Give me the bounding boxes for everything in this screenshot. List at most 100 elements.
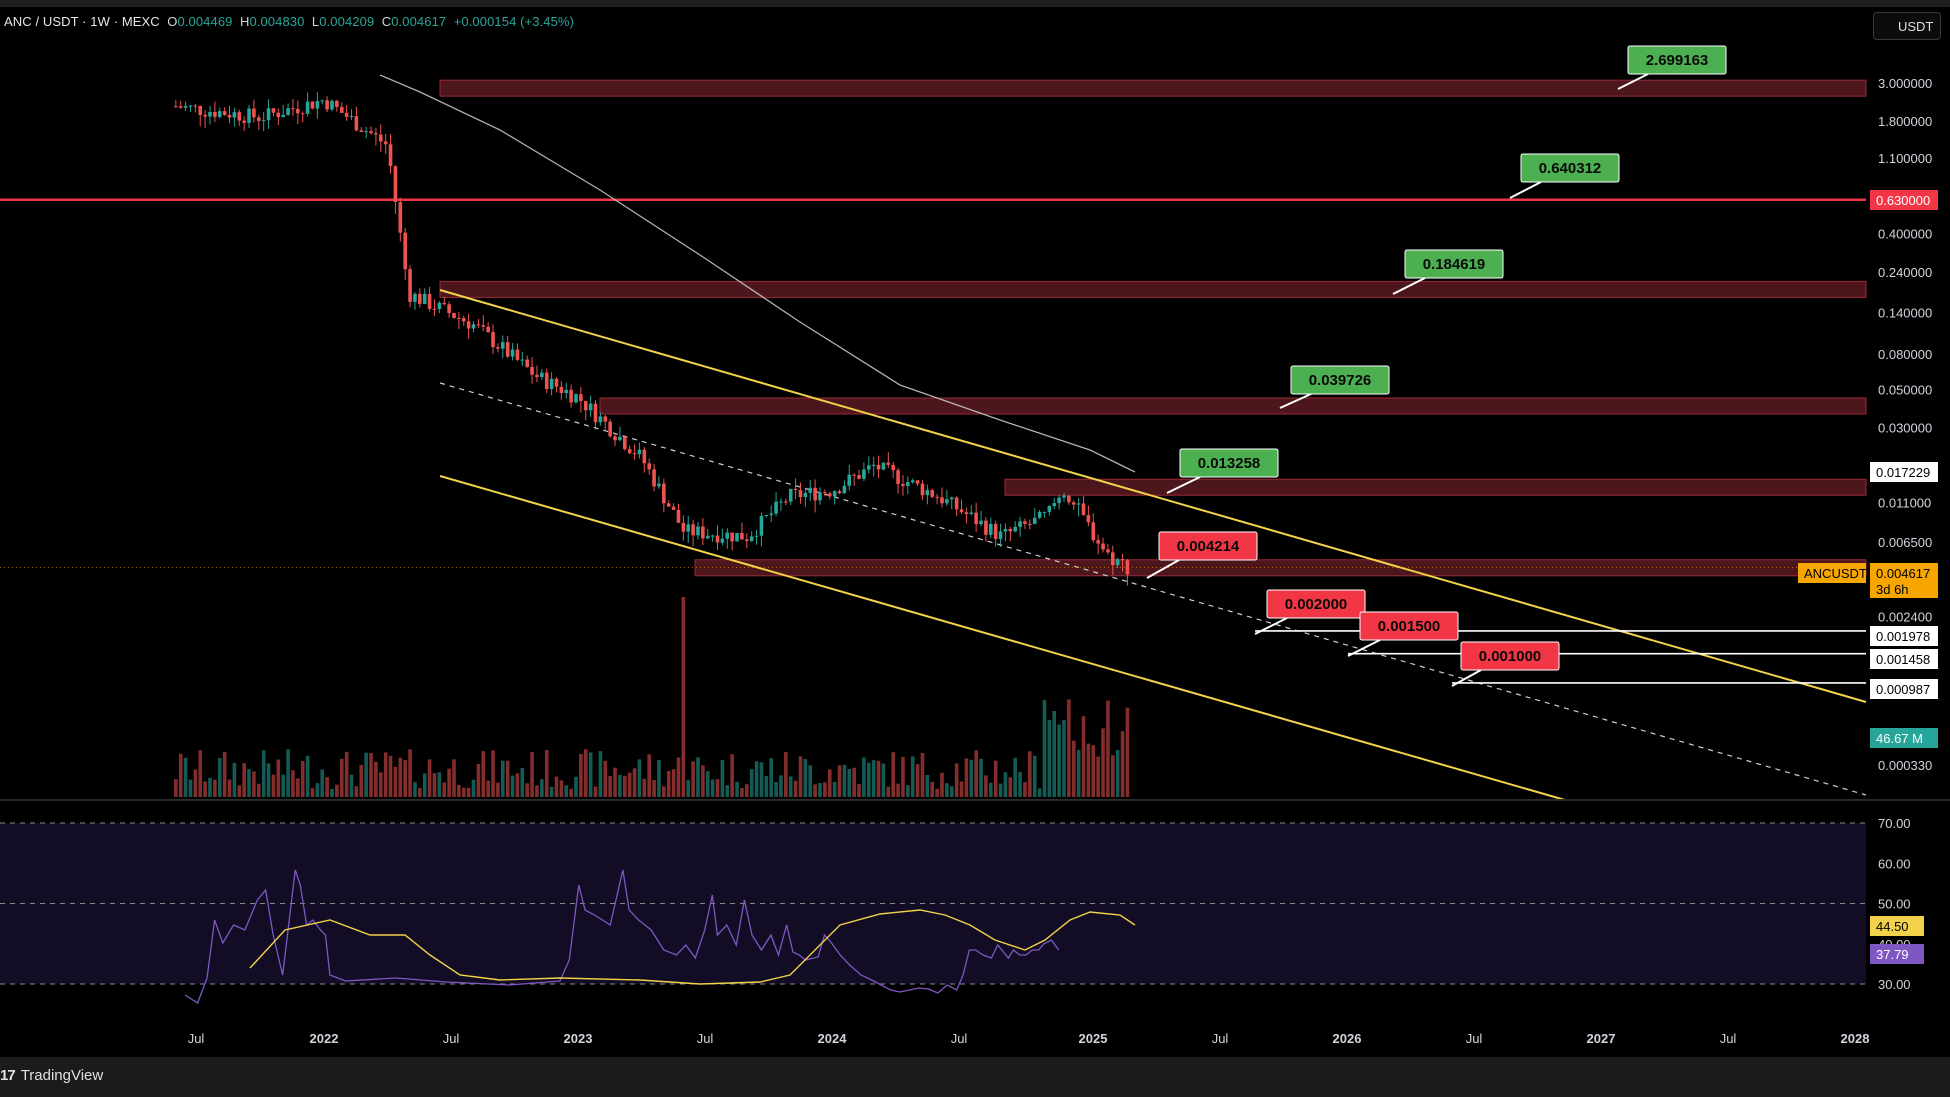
volume-bar — [310, 788, 315, 797]
target-up-label: 0.039726 — [1309, 372, 1372, 389]
candle-body — [808, 487, 813, 493]
symbol-label[interactable]: ANC / USDT · 1W · MEXC — [4, 14, 160, 29]
volume-bar — [1042, 699, 1047, 797]
volume-bar — [837, 765, 842, 797]
volume-bar — [735, 781, 739, 797]
candle-body — [178, 106, 183, 108]
candle-body — [1052, 503, 1057, 507]
close-label: C — [381, 14, 392, 29]
volume-bar — [486, 780, 490, 797]
currency-button[interactable]: USDT — [1873, 12, 1941, 40]
volume-bar — [247, 769, 251, 797]
candle-body — [710, 535, 715, 537]
volume-bar — [784, 752, 788, 797]
candle-body — [296, 108, 300, 114]
volume-bar — [427, 759, 432, 797]
volume-bar — [232, 762, 237, 797]
volume-bar — [1125, 707, 1130, 797]
target-down-pointer — [1451, 669, 1482, 687]
candle-body — [256, 117, 261, 121]
candle-body — [1037, 511, 1042, 518]
target-up-pointer — [1509, 181, 1542, 199]
candle-body — [935, 496, 939, 498]
volume-bar — [1028, 751, 1032, 797]
volume-bar — [993, 760, 998, 797]
candle-body — [1008, 528, 1013, 532]
candle-body — [1120, 559, 1125, 561]
candle-body — [676, 509, 681, 523]
candle-body — [476, 324, 481, 326]
volume-bar — [720, 760, 725, 797]
candle-body — [544, 372, 549, 390]
candle-body — [705, 535, 710, 539]
tradingview-logo[interactable]: 17 TradingView — [0, 1067, 103, 1084]
candle-body — [242, 120, 246, 123]
volume-bar — [652, 780, 656, 797]
candle-body — [471, 324, 476, 329]
volume-bar — [564, 785, 569, 797]
candle-body — [188, 105, 193, 107]
volume-bar — [618, 774, 622, 797]
volume-bar — [476, 763, 481, 797]
target-up-pointer — [1166, 476, 1201, 494]
candle-body — [393, 166, 398, 202]
volume-bar — [388, 755, 393, 797]
candle-body — [823, 492, 827, 494]
volume-bar — [642, 778, 647, 797]
volume-bar — [1091, 745, 1096, 797]
candle-body — [749, 536, 754, 541]
open-label: O — [167, 14, 178, 29]
volume-bar — [500, 760, 505, 797]
volume-bar — [466, 787, 471, 797]
volume-bar — [432, 773, 437, 797]
volume-bar — [1023, 782, 1027, 797]
candle-body — [1091, 522, 1096, 541]
candle-body — [613, 436, 617, 441]
target-down-pointer — [1146, 559, 1180, 579]
candle-body — [930, 490, 935, 497]
price-axis-tick: 0.006500 — [1878, 535, 1932, 550]
candle-body — [852, 474, 856, 476]
candle-body — [842, 485, 847, 494]
volume-bar — [481, 751, 486, 797]
candle-body — [891, 464, 895, 471]
candle-body — [915, 480, 920, 484]
price-chart[interactable]: 3.000000 1.800000 1.100000 0.400000 0.240000… — [0, 0, 1950, 1057]
candle-body — [320, 100, 325, 102]
price-axis-tick: 0.030000 — [1878, 421, 1932, 436]
candle-body — [1028, 523, 1032, 525]
volume-bar — [252, 771, 256, 797]
time-axis-tick: Jul — [951, 1031, 968, 1046]
volume-bar — [774, 781, 778, 797]
candle-body — [452, 313, 456, 318]
candle-body — [1081, 503, 1086, 516]
volume-bar — [271, 774, 276, 797]
candle-body — [437, 302, 442, 310]
candle-body — [349, 116, 354, 118]
candle-body — [715, 535, 720, 543]
rsi-axis-tick: 60.00 — [1878, 856, 1911, 871]
time-axis-tick: Jul — [1212, 1031, 1229, 1046]
candle-body — [784, 501, 788, 503]
volume-bar — [188, 779, 193, 797]
volume-bar — [705, 771, 710, 797]
candle-body — [247, 108, 251, 123]
target-up-badge — [1179, 448, 1279, 478]
volume-bar — [276, 759, 281, 797]
volume-bar — [925, 774, 930, 797]
candle-body — [686, 524, 691, 532]
volume-bar — [1096, 756, 1100, 797]
volume-bar — [1047, 719, 1052, 797]
candle-body — [315, 100, 320, 109]
candle-body — [1023, 521, 1027, 524]
volume-bar — [871, 760, 876, 797]
candle-body — [832, 491, 837, 497]
high-label: H — [239, 14, 250, 29]
time-axis-tick: Jul — [188, 1031, 205, 1046]
price-axis-tag-bg — [1870, 563, 1938, 583]
rsi-axis-tick: 50.00 — [1878, 897, 1911, 912]
candle-body — [227, 115, 232, 118]
candle-body — [388, 144, 393, 167]
candle-body — [657, 483, 661, 487]
candle-body — [398, 201, 403, 233]
